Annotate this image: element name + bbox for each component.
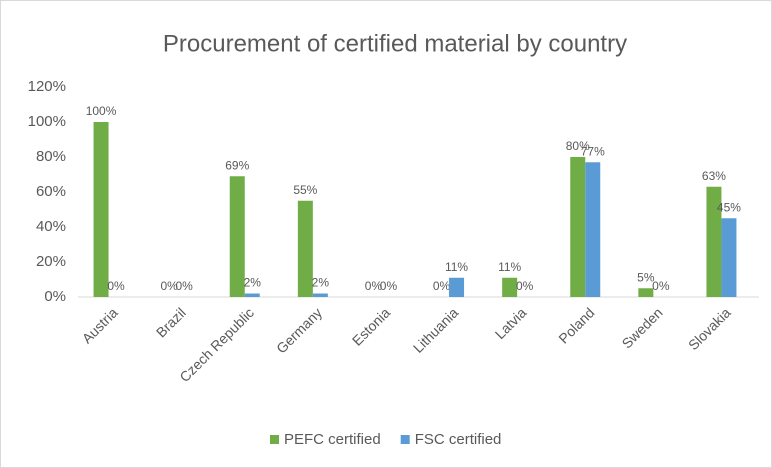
bar <box>297 200 313 297</box>
bar <box>93 122 109 297</box>
chart-title: Procurement of certified material by cou… <box>163 30 627 57</box>
y-tick-label: 40% <box>36 218 66 235</box>
legend-label: PEFC certified <box>284 431 381 448</box>
value-label: 0% <box>433 279 451 293</box>
bar <box>312 293 328 297</box>
y-tick-label: 80% <box>36 148 66 165</box>
value-label: 0% <box>516 279 534 293</box>
y-tick-label: 120% <box>28 78 66 95</box>
value-label: 2% <box>244 276 262 290</box>
bar <box>638 288 654 297</box>
value-label: 11% <box>445 260 468 274</box>
bar <box>721 218 737 297</box>
value-label: 0% <box>160 279 178 293</box>
y-tick-label: 20% <box>36 253 66 270</box>
value-label: 55% <box>293 183 317 197</box>
value-label: 0% <box>175 279 193 293</box>
bar <box>229 176 245 297</box>
legend-label: FSC certified <box>415 431 502 448</box>
value-label: 0% <box>107 279 125 293</box>
value-label: 0% <box>365 279 383 293</box>
bar <box>585 162 601 297</box>
value-label: 77% <box>581 144 605 158</box>
value-label: 2% <box>312 276 330 290</box>
y-tick-label: 100% <box>28 113 66 130</box>
bar <box>244 293 260 297</box>
value-label: 100% <box>86 104 117 118</box>
bar <box>570 157 586 297</box>
value-label: 0% <box>380 279 398 293</box>
bar <box>449 277 465 297</box>
value-label: 69% <box>225 158 249 172</box>
value-label: 5% <box>637 270 655 284</box>
value-label: 45% <box>717 200 741 214</box>
legend-swatch <box>270 435 279 444</box>
value-label: 63% <box>702 169 726 183</box>
bar <box>502 277 518 297</box>
value-label: 80% <box>566 139 590 153</box>
y-tick-label: 0% <box>44 288 66 305</box>
value-label: 11% <box>498 260 521 274</box>
y-tick-label: 60% <box>36 183 66 200</box>
bar <box>706 186 722 297</box>
value-label: 0% <box>652 279 670 293</box>
legend-swatch <box>400 435 410 444</box>
